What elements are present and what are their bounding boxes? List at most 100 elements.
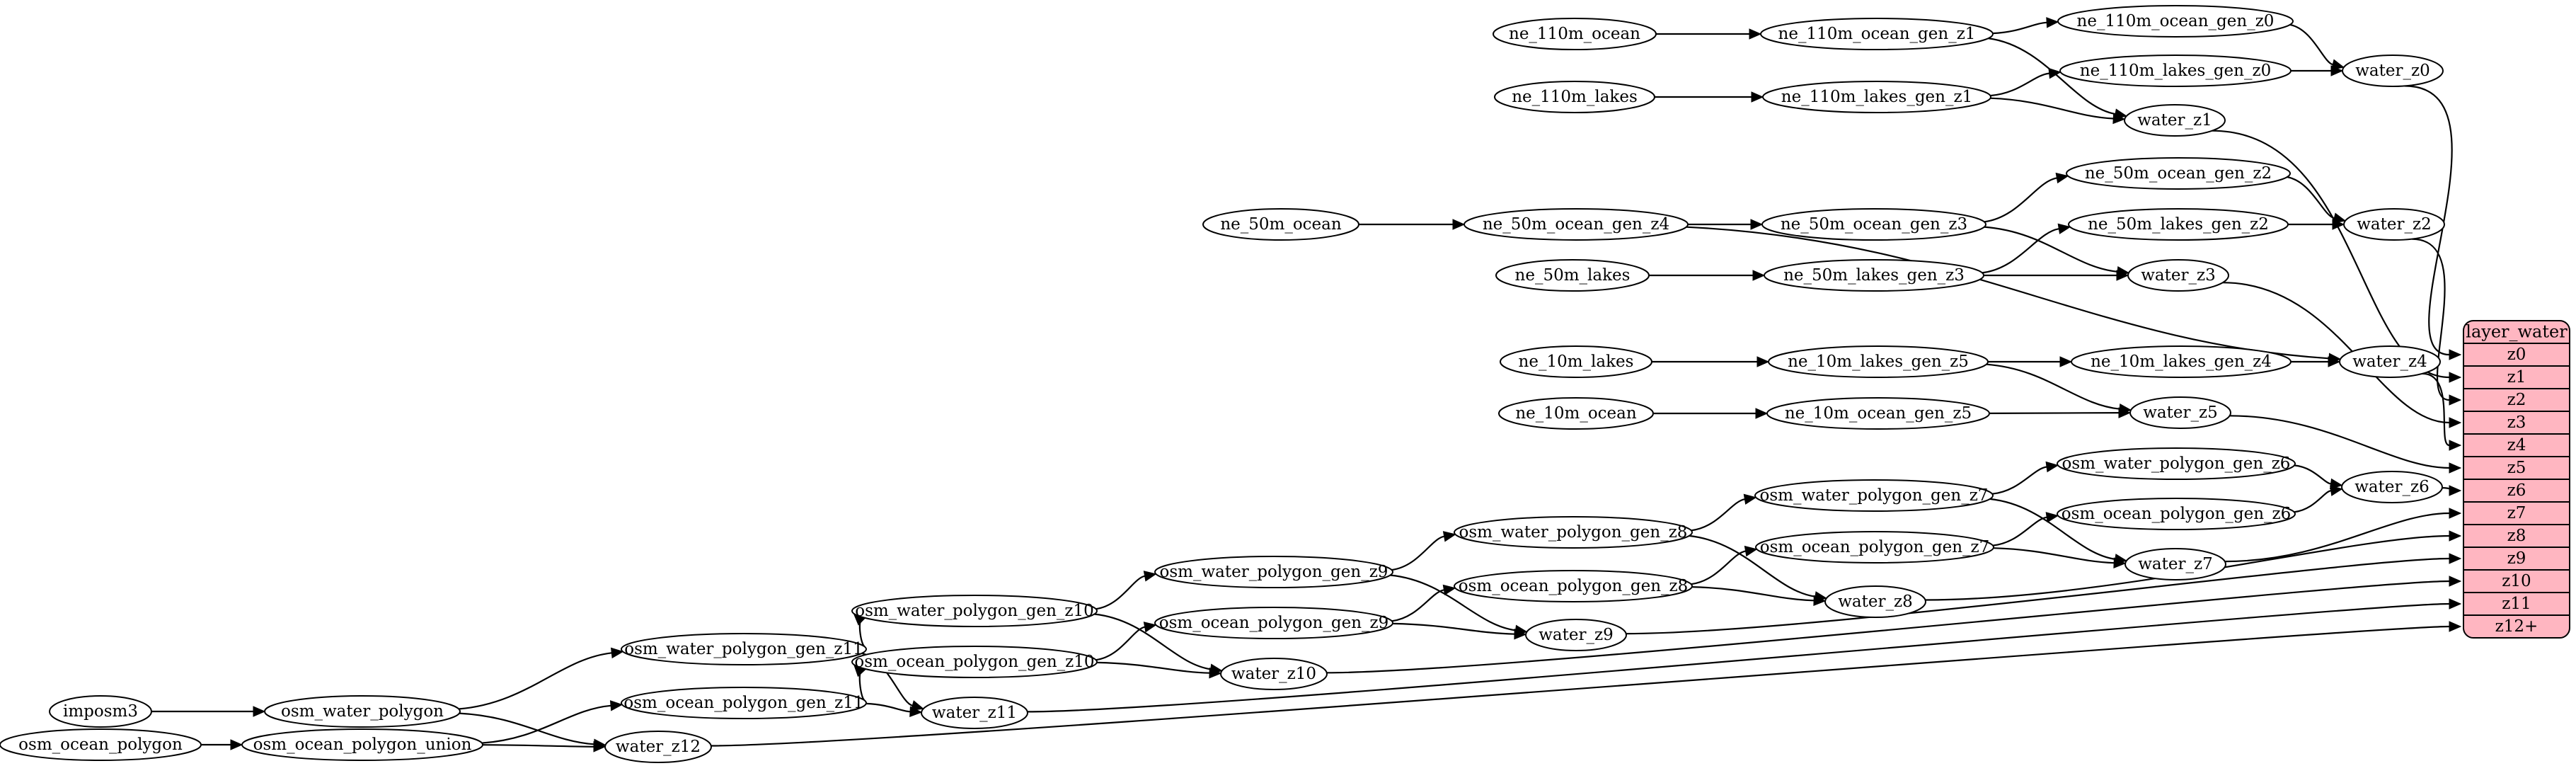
node-water_z5[interactable]: water_z5	[2129, 396, 2231, 429]
node-label: ne_10m_lakes_gen_z5	[1788, 353, 1969, 371]
node-osm_water_polygon_gen_z6[interactable]: osm_water_polygon_gen_z6	[2057, 447, 2296, 480]
node-osm_ocean_polygon_gen_z7[interactable]: osm_ocean_polygon_gen_z7	[1755, 531, 1994, 564]
node-shape	[2339, 345, 2441, 378]
node-osm_water_polygon_gen_z10[interactable]: osm_water_polygon_gen_z10	[851, 595, 1098, 627]
node-osm_ocean_polygon_gen_z8[interactable]: osm_ocean_polygon_gen_z8	[1454, 570, 1693, 602]
table-row-z5[interactable]: z5	[2507, 459, 2526, 477]
node-ne_110m_lakes[interactable]: ne_110m_lakes	[1494, 81, 1655, 113]
node-label: osm_water_polygon_gen_z6	[2062, 454, 2291, 473]
arrow-head	[2045, 461, 2059, 473]
node-water_z4[interactable]: water_z4	[2339, 345, 2441, 378]
node-osm_water_polygon_gen_z8[interactable]: osm_water_polygon_gen_z8	[1454, 516, 1693, 549]
node-ne_10m_ocean_gen_z5[interactable]: ne_10m_ocean_gen_z5	[1766, 397, 1990, 430]
arrow-head	[1514, 628, 1527, 640]
edge-osm_water_polygon_gen_z8-to-osm_water_polygon_gen_z7	[1691, 498, 1745, 532]
node-shape	[1493, 18, 1657, 50]
node-water_z10[interactable]: water_z10	[1220, 658, 1328, 690]
table-row-z6[interactable]: z6	[2507, 481, 2526, 500]
node-ne_110m_lakes_gen_z1[interactable]: ne_110m_lakes_gen_z1	[1762, 81, 1991, 113]
node-ne_50m_lakes_gen_z3[interactable]: ne_50m_lakes_gen_z3	[1764, 259, 1984, 292]
node-shape	[1761, 208, 1986, 241]
node-water_z9[interactable]: water_z9	[1525, 619, 1627, 651]
arrow-head	[1744, 545, 1758, 557]
node-osm_ocean_polygon_gen_z9[interactable]: osm_ocean_polygon_gen_z9	[1154, 607, 1393, 639]
arrow-head	[2057, 223, 2071, 234]
node-osm_ocean_polygon_gen_z10[interactable]: osm_ocean_polygon_gen_z10	[851, 646, 1098, 678]
arrow-head	[2449, 598, 2462, 610]
edge-osm_water_polygon-to-water_z12	[459, 712, 594, 745]
node-ne_50m_lakes[interactable]: ne_50m_lakes	[1495, 259, 1650, 292]
node-water_z7[interactable]: water_z7	[2124, 548, 2226, 580]
edge-ne_50m_lakes_gen_z3-to-ne_50m_lakes_gen_z2	[1982, 228, 2059, 274]
node-water_z11[interactable]: water_z11	[921, 697, 1028, 729]
node-label: ne_110m_ocean	[1509, 25, 1640, 43]
node-osm_ocean_polygon_union[interactable]: osm_ocean_polygon_union	[241, 728, 483, 761]
node-osm_water_polygon[interactable]: osm_water_polygon	[264, 695, 461, 728]
node-shape	[1760, 18, 1994, 50]
edge-osm_ocean_polygon_gen_z11-to-water_z11	[866, 702, 911, 713]
node-osm_ocean_polygon_gen_z6[interactable]: osm_ocean_polygon_gen_z6	[2057, 498, 2296, 530]
node-osm_water_polygon_gen_z11[interactable]: osm_water_polygon_gen_z11	[621, 633, 867, 665]
node-water_z2[interactable]: water_z2	[2343, 208, 2445, 241]
edge-ne_110m_ocean_gen_z0-to-water_z0	[2289, 23, 2333, 66]
node-label: ne_110m_lakes_gen_z1	[1781, 88, 1972, 106]
table-row-z8[interactable]: z8	[2507, 527, 2526, 545]
node-water_z6[interactable]: water_z6	[2341, 471, 2443, 503]
node-shape	[851, 595, 1098, 627]
arrow-head	[2112, 113, 2126, 125]
node-shape	[1768, 345, 1989, 378]
node-osm_water_polygon_gen_z7[interactable]: osm_water_polygon_gen_z7	[1754, 479, 1994, 512]
node-water_z0[interactable]: water_z0	[2342, 55, 2444, 87]
node-water_z12[interactable]: water_z12	[604, 731, 712, 763]
node-label: ne_50m_ocean	[1220, 215, 1342, 234]
node-ne_50m_ocean[interactable]: ne_50m_ocean	[1202, 208, 1359, 241]
node-water_z3[interactable]: water_z3	[2127, 259, 2229, 292]
node-ne_50m_ocean_gen_z2[interactable]: ne_50m_ocean_gen_z2	[2066, 157, 2291, 190]
table-row-z3[interactable]: z3	[2507, 413, 2526, 432]
node-label: water_z2	[2357, 215, 2432, 234]
node-ne_10m_lakes_gen_z4[interactable]: ne_10m_lakes_gen_z4	[2071, 345, 2292, 378]
edge-water_z10-to-layer_water-z10	[1326, 580, 2450, 674]
table-row-z0[interactable]: z0	[2507, 345, 2526, 364]
node-osm_water_polygon_gen_z9[interactable]: osm_water_polygon_gen_z9	[1154, 556, 1393, 588]
node-ne_50m_ocean_gen_z4[interactable]: ne_50m_ocean_gen_z4	[1464, 208, 1689, 241]
node-imposm3[interactable]: imposm3	[49, 695, 152, 728]
node-label: ne_110m_lakes	[1512, 88, 1638, 106]
edge-osm_water_polygon_gen_z7-to-osm_water_polygon_gen_z6	[1991, 466, 2047, 495]
node-osm_ocean_polygon[interactable]: osm_ocean_polygon	[0, 728, 202, 761]
table-row-z12+[interactable]: z12+	[2495, 617, 2538, 636]
table-row-z7[interactable]: z7	[2507, 504, 2526, 522]
node-ne_110m_ocean_gen_z1[interactable]: ne_110m_ocean_gen_z1	[1760, 18, 1994, 50]
edge-water_z9-to-layer_water-z9	[1626, 557, 2450, 635]
node-shape	[1454, 570, 1693, 602]
node-water_z1[interactable]: water_z1	[2124, 104, 2226, 137]
node-water_z8[interactable]: water_z8	[1824, 585, 1926, 618]
node-label: osm_ocean_polygon_union	[253, 736, 472, 754]
arrow-head	[2449, 394, 2462, 406]
node-ne_50m_ocean_gen_z3[interactable]: ne_50m_ocean_gen_z3	[1761, 208, 1986, 241]
node-ne_110m_ocean[interactable]: ne_110m_ocean	[1493, 18, 1657, 50]
table-row-z2[interactable]: z2	[2507, 391, 2526, 409]
table-row-z9[interactable]: z9	[2507, 549, 2526, 568]
table-node-layer-water[interactable]: layer_water z0 z1 z2 z3 z4 z5 z6 z7 z8 z9 z10 z11 z12…	[2463, 320, 2570, 639]
node-osm_ocean_polygon_gen_z11[interactable]: osm_ocean_polygon_gen_z11	[621, 687, 867, 719]
node-ne_110m_lakes_gen_z0[interactable]: ne_110m_lakes_gen_z0	[2059, 55, 2292, 87]
layer-water-table: layer_water z0 z1 z2 z3 z4 z5 z6 z7 z8 z9 z10 z11 z12…	[2463, 320, 2570, 639]
edge-osm_water_polygon_gen_z7-to-water_z7	[1989, 498, 2116, 560]
node-shape	[1754, 479, 1994, 512]
node-ne_10m_lakes_gen_z5[interactable]: ne_10m_lakes_gen_z5	[1768, 345, 1989, 378]
node-label: water_z3	[2141, 266, 2216, 285]
node-shape	[1154, 607, 1393, 639]
table-row-z10[interactable]: z10	[2502, 572, 2531, 590]
node-ne_10m_ocean[interactable]: ne_10m_ocean	[1498, 397, 1654, 430]
node-label: osm_ocean_polygon	[18, 736, 183, 754]
arrow-head	[1749, 28, 1762, 40]
table-row-z1[interactable]: z1	[2507, 368, 2526, 387]
table-row-z11[interactable]: z11	[2502, 595, 2531, 613]
arrow-head	[1143, 622, 1157, 633]
node-ne_10m_lakes[interactable]: ne_10m_lakes	[1500, 345, 1652, 378]
node-ne_50m_lakes_gen_z2[interactable]: ne_50m_lakes_gen_z2	[2068, 208, 2289, 241]
node-label: ne_50m_ocean_gen_z2	[2085, 164, 2272, 183]
node-ne_110m_ocean_gen_z0[interactable]: ne_110m_ocean_gen_z0	[2057, 5, 2294, 38]
table-row-z4[interactable]: z4	[2507, 436, 2526, 454]
